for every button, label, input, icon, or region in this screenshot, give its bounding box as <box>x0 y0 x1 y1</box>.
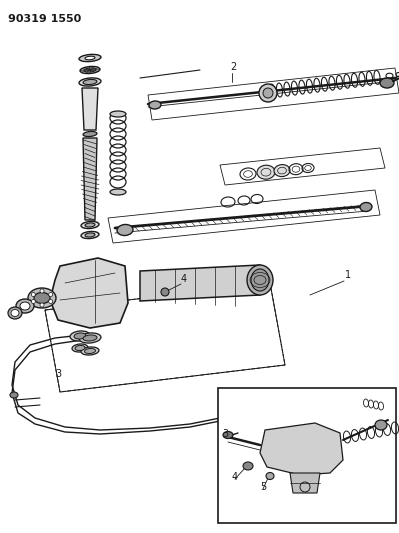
Ellipse shape <box>83 79 97 85</box>
Circle shape <box>40 289 44 293</box>
Ellipse shape <box>274 165 290 176</box>
Ellipse shape <box>85 223 95 227</box>
Ellipse shape <box>259 84 277 102</box>
Ellipse shape <box>263 88 273 98</box>
Polygon shape <box>82 88 98 130</box>
Ellipse shape <box>28 288 56 308</box>
Circle shape <box>40 303 44 307</box>
Ellipse shape <box>243 462 253 470</box>
Ellipse shape <box>251 269 269 291</box>
Text: 2: 2 <box>230 62 236 72</box>
Text: 4: 4 <box>181 274 187 284</box>
Ellipse shape <box>218 417 224 423</box>
Ellipse shape <box>34 293 50 303</box>
Ellipse shape <box>84 68 96 72</box>
Ellipse shape <box>110 189 126 195</box>
Ellipse shape <box>223 432 233 439</box>
Polygon shape <box>50 258 128 328</box>
Ellipse shape <box>81 347 99 355</box>
Ellipse shape <box>79 333 101 343</box>
Text: 5: 5 <box>260 482 266 492</box>
Ellipse shape <box>380 78 394 88</box>
Polygon shape <box>140 265 260 301</box>
Ellipse shape <box>117 224 133 236</box>
Ellipse shape <box>85 233 95 237</box>
Ellipse shape <box>83 335 97 341</box>
Ellipse shape <box>16 299 34 313</box>
Ellipse shape <box>79 78 101 86</box>
Ellipse shape <box>81 231 99 239</box>
Text: 3: 3 <box>222 429 228 439</box>
Polygon shape <box>290 473 320 493</box>
Circle shape <box>49 300 53 303</box>
Ellipse shape <box>70 331 90 341</box>
Ellipse shape <box>149 101 161 109</box>
Ellipse shape <box>8 307 22 319</box>
Ellipse shape <box>83 132 97 136</box>
Ellipse shape <box>81 221 99 229</box>
Ellipse shape <box>85 56 95 60</box>
Ellipse shape <box>110 111 126 117</box>
Circle shape <box>32 300 36 303</box>
Ellipse shape <box>20 302 30 310</box>
Ellipse shape <box>72 344 88 352</box>
Text: 90319 1550: 90319 1550 <box>8 14 81 24</box>
Ellipse shape <box>80 67 100 74</box>
Ellipse shape <box>74 333 86 339</box>
Circle shape <box>32 293 36 296</box>
Ellipse shape <box>75 345 85 351</box>
Polygon shape <box>260 423 343 475</box>
Ellipse shape <box>375 420 387 430</box>
Circle shape <box>161 288 169 296</box>
Polygon shape <box>83 138 97 220</box>
Bar <box>218 388 396 523</box>
Ellipse shape <box>257 165 275 179</box>
Ellipse shape <box>360 203 372 212</box>
Ellipse shape <box>10 392 18 398</box>
Ellipse shape <box>11 310 19 317</box>
Circle shape <box>49 293 53 296</box>
Ellipse shape <box>247 265 273 295</box>
Text: 3: 3 <box>55 369 61 379</box>
Ellipse shape <box>85 349 95 353</box>
Ellipse shape <box>79 54 101 62</box>
Text: 1: 1 <box>345 270 351 280</box>
Ellipse shape <box>266 472 274 480</box>
Text: 4: 4 <box>232 472 238 482</box>
